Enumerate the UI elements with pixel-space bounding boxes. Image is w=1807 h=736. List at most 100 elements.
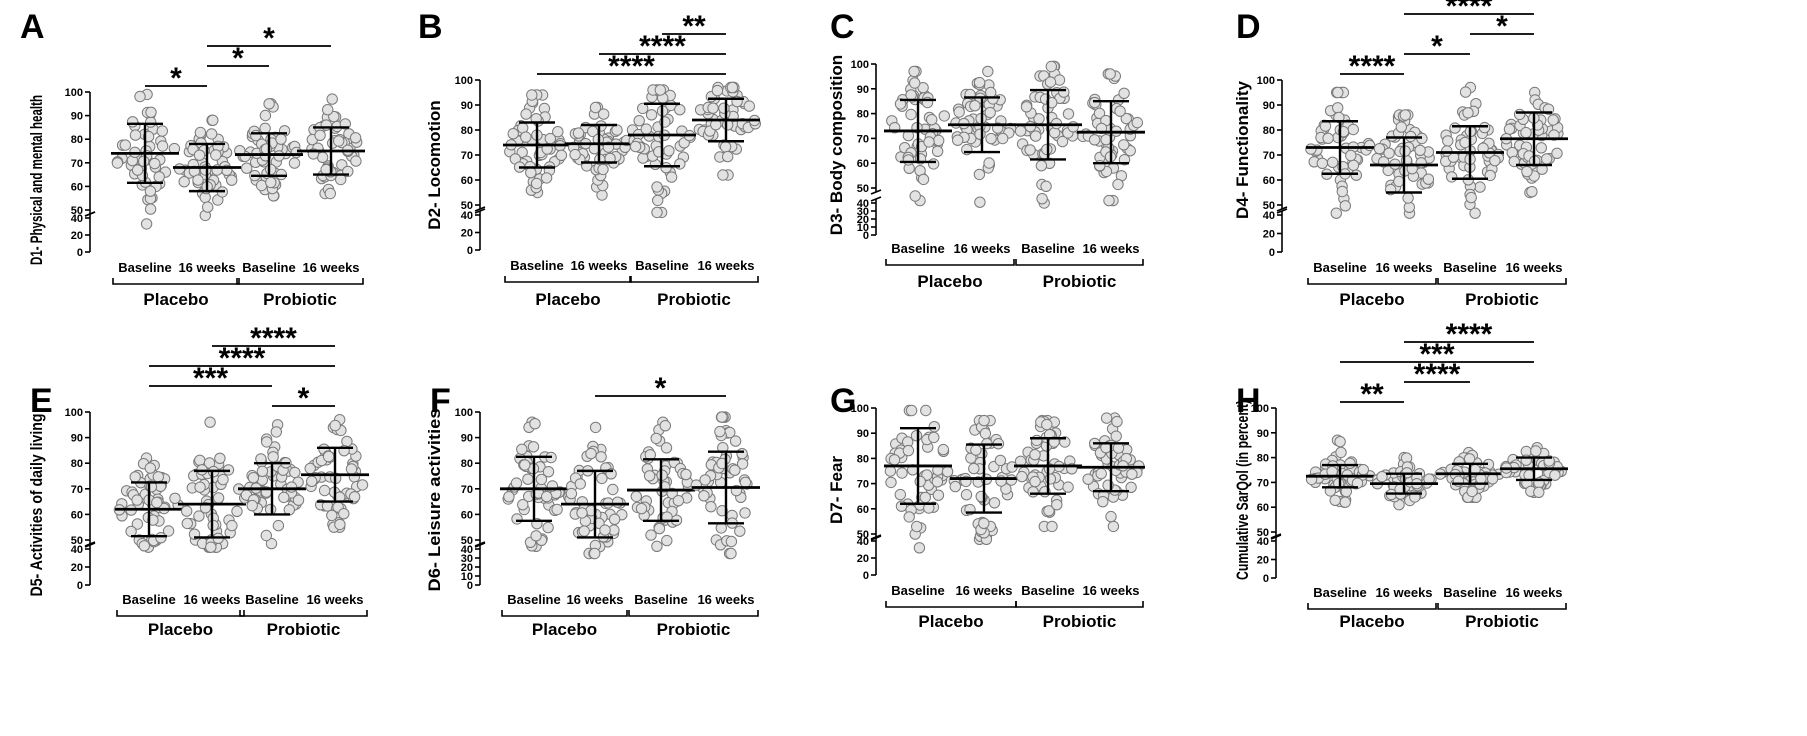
data-point (949, 480, 961, 493)
data-point (140, 218, 153, 230)
data-point (931, 145, 944, 158)
y-axis-label: Cumulative SarQol (in percent) (1233, 400, 1252, 580)
y-axis-label: D2- Locomotion (425, 100, 444, 229)
y-tick-label: 40 (71, 544, 83, 556)
data-point (729, 435, 742, 447)
data-point (651, 540, 663, 552)
x-tick-label: 16 weeks (1375, 585, 1432, 600)
significance-label: * (1431, 30, 1443, 63)
data-point (978, 517, 990, 529)
data-point (578, 525, 590, 537)
data-point (1031, 434, 1043, 447)
data-point (1478, 121, 1491, 134)
data-point (938, 110, 950, 122)
data-point (909, 77, 921, 89)
data-point (910, 430, 923, 442)
data-point (659, 420, 671, 432)
y-tick-label: 40 (1257, 536, 1269, 548)
data-point (149, 157, 161, 170)
data-point (589, 101, 602, 114)
data-point (263, 98, 275, 110)
data-point (542, 466, 555, 478)
data-point (507, 128, 519, 140)
data-point (349, 132, 362, 144)
group-bracket (1437, 278, 1567, 285)
data-point (226, 519, 238, 532)
data-point (1336, 185, 1349, 198)
data-point (1105, 510, 1117, 523)
data-point (510, 477, 523, 489)
group-bracket (239, 610, 368, 617)
axis-break-mark (1270, 534, 1282, 540)
column-1 (948, 414, 1018, 545)
group-label: Placebo (143, 290, 208, 309)
panel-letter: E (30, 382, 53, 420)
data-point (1044, 76, 1057, 88)
data-point (707, 102, 719, 114)
data-point (1334, 436, 1346, 448)
axis-break-mark (474, 541, 486, 547)
x-tick-label: 16 weeks (570, 258, 627, 273)
data-point (909, 190, 921, 202)
data-point (1402, 192, 1414, 204)
group-bracket (504, 276, 632, 283)
x-tick-label: Baseline (507, 592, 560, 607)
data-point (725, 547, 737, 560)
y-tick-label: 70 (857, 133, 869, 145)
y-tick-label: 90 (461, 100, 473, 112)
data-point (1103, 194, 1115, 207)
x-tick-label: 16 weeks (306, 592, 363, 607)
data-point (264, 503, 277, 516)
group-bracket (1307, 603, 1437, 610)
data-point (651, 181, 663, 193)
data-point (650, 432, 662, 445)
data-point (1486, 473, 1499, 485)
data-point (1118, 87, 1130, 100)
data-point (1093, 107, 1106, 120)
data-point (927, 158, 940, 170)
data-point (572, 127, 585, 139)
column-1 (948, 65, 1017, 208)
y-tick-label: 0 (77, 580, 83, 592)
data-point (525, 167, 537, 179)
data-point (1347, 123, 1360, 136)
data-point (1459, 86, 1472, 98)
data-point (979, 427, 992, 440)
data-point (155, 532, 167, 544)
column-1 (561, 421, 629, 560)
data-point (1107, 520, 1120, 533)
group-bracket (236, 278, 364, 285)
column-0 (884, 404, 954, 554)
data-point (126, 116, 139, 128)
significance-label: **** (1349, 50, 1396, 83)
data-point (193, 510, 205, 522)
data-point (736, 458, 749, 470)
data-point (654, 84, 666, 96)
x-tick-label: 16 weeks (178, 260, 235, 275)
significance-label: * (655, 372, 667, 405)
data-point (511, 513, 523, 525)
data-point (1363, 139, 1376, 152)
data-point (356, 479, 369, 491)
data-point (589, 421, 602, 434)
x-tick-label: Baseline (1313, 585, 1366, 600)
x-tick-label: Baseline (1021, 583, 1074, 598)
data-point (519, 459, 531, 471)
data-point (1316, 157, 1329, 170)
y-axis-label: D3- Body composition (827, 55, 846, 235)
data-point (1058, 86, 1070, 98)
data-point (1095, 467, 1107, 480)
data-point (144, 462, 157, 474)
data-point (941, 466, 954, 478)
column-1 (173, 114, 241, 222)
data-point (1414, 144, 1426, 157)
data-point (1449, 122, 1461, 134)
data-point (214, 452, 226, 464)
group-bracket (885, 259, 1015, 266)
significance-label: ** (682, 10, 706, 43)
data-point (661, 534, 673, 547)
data-point (1014, 125, 1027, 137)
data-point (535, 473, 548, 486)
data-point (716, 505, 728, 517)
data-point (1040, 180, 1052, 193)
